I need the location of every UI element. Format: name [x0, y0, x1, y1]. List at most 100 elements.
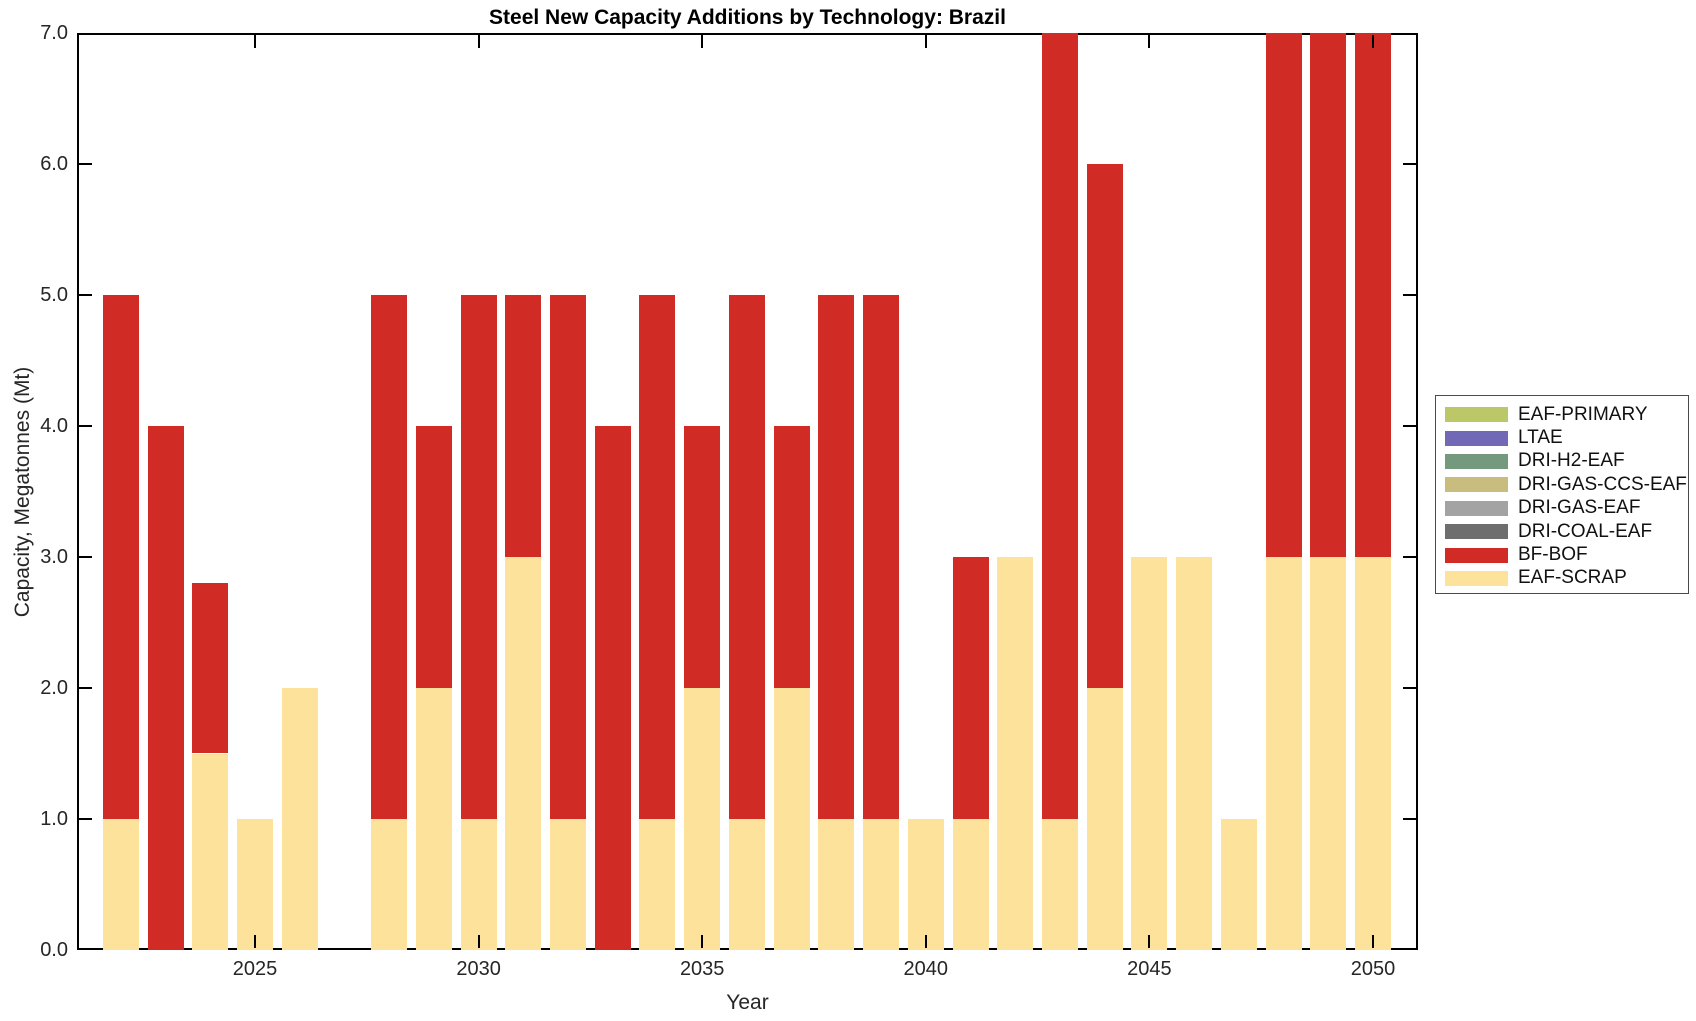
x-axis-label: Year — [726, 991, 769, 1014]
bar-segment-bf-bof-2023 — [147, 426, 184, 950]
y-tick-right — [1403, 163, 1416, 165]
legend-label: EAF-PRIMARY — [1518, 403, 1648, 425]
x-tick-top — [701, 35, 704, 48]
bar-segment-eaf-scrap-2038 — [818, 819, 855, 950]
y-tick-right — [1403, 687, 1416, 689]
bar-segment-eaf-scrap-2024 — [192, 753, 229, 950]
legend-swatch-eaf-scrap — [1445, 570, 1508, 586]
x-tick-bottom — [1148, 935, 1151, 948]
y-tick-left — [79, 818, 92, 820]
y-tick-label: 2.0 — [40, 677, 68, 699]
legend-swatch-dri-coal-eaf — [1445, 524, 1508, 540]
x-tick-label: 2045 — [1127, 958, 1172, 980]
bar-segment-eaf-scrap-2028 — [371, 819, 408, 950]
y-tick-right — [1403, 818, 1416, 820]
y-tick-label: 6.0 — [40, 153, 68, 175]
legend-label: DRI-GAS-EAF — [1518, 497, 1641, 519]
x-tick-top — [1148, 35, 1151, 48]
bar-segment-bf-bof-2024 — [192, 583, 229, 754]
y-tick-left — [79, 33, 92, 35]
y-tick-label: 7.0 — [40, 22, 68, 44]
bar-segment-eaf-scrap-2042 — [997, 557, 1034, 950]
x-tick-bottom — [1372, 935, 1374, 948]
x-tick-top — [477, 35, 480, 48]
bar-segment-eaf-scrap-2025 — [237, 819, 273, 950]
legend-label: BF-BOF — [1518, 544, 1588, 566]
legend-row-eaf-primary: EAF-PRIMARY — [1445, 403, 1688, 426]
legend-label: DRI-COAL-EAF — [1518, 520, 1653, 542]
bar-segment-bf-bof-2033 — [594, 426, 631, 950]
bar-segment-eaf-scrap-2049 — [1310, 557, 1347, 950]
bar-segment-eaf-scrap-2032 — [550, 819, 587, 950]
x-tick-top — [1372, 35, 1374, 48]
bar-segment-eaf-scrap-2044 — [1086, 688, 1123, 950]
y-tick-left — [79, 556, 92, 558]
y-tick-label: 4.0 — [40, 415, 68, 437]
bar-segment-eaf-scrap-2035 — [684, 688, 721, 950]
x-tick-bottom — [701, 935, 704, 948]
legend-row-bf-bof: BF-BOF — [1445, 543, 1688, 566]
bar-segment-eaf-scrap-2050 — [1355, 557, 1391, 950]
bar-segment-bf-bof-2030 — [460, 295, 497, 819]
plot-area — [77, 33, 1418, 950]
y-tick-left — [79, 948, 92, 950]
x-tick-label: 2040 — [903, 958, 949, 980]
legend-swatch-dri-gas-ccs-eaf — [1445, 477, 1508, 493]
x-tick-label: 2050 — [1350, 958, 1396, 980]
bar-segment-bf-bof-2050 — [1355, 33, 1391, 557]
bar-segment-eaf-scrap-2039 — [863, 819, 900, 950]
bar-segment-eaf-scrap-2040 — [907, 819, 944, 950]
bar-segment-bf-bof-2041 — [952, 557, 989, 819]
bar-segment-eaf-scrap-2043 — [1041, 819, 1078, 950]
legend-swatch-eaf-primary — [1445, 407, 1508, 423]
y-tick-label: 3.0 — [40, 546, 68, 568]
legend-label: EAF-SCRAP — [1518, 567, 1627, 589]
y-tick-label: 5.0 — [40, 284, 68, 306]
bar-segment-bf-bof-2031 — [505, 295, 542, 557]
x-tick-bottom — [924, 935, 927, 948]
bar-segment-bf-bof-2037 — [773, 426, 810, 688]
x-tick-label: 2035 — [679, 958, 725, 980]
y-tick-right — [1403, 556, 1416, 558]
bar-segment-eaf-scrap-2036 — [728, 819, 765, 950]
x-tick-top — [924, 35, 927, 48]
y-tick-right — [1403, 33, 1416, 35]
bar-segment-bf-bof-2035 — [684, 426, 721, 688]
bar-segment-eaf-scrap-2045 — [1131, 557, 1168, 950]
x-tick-label: 2030 — [456, 958, 501, 980]
x-tick-label: 2025 — [232, 958, 278, 980]
bar-segment-eaf-scrap-2037 — [773, 688, 810, 950]
bar-segment-bf-bof-2038 — [818, 295, 855, 819]
y-tick-left — [79, 294, 92, 296]
x-tick-top — [254, 35, 256, 48]
y-tick-left — [79, 687, 92, 689]
bar-segment-bf-bof-2043 — [1041, 33, 1078, 819]
bar-segment-eaf-scrap-2048 — [1265, 557, 1302, 950]
legend: EAF-PRIMARY LTAE DRI-H2-EAF DRI-GAS-CCS-EAF… — [1435, 395, 1689, 594]
bar-segment-eaf-scrap-2030 — [460, 819, 497, 950]
bar-segment-eaf-scrap-2022 — [102, 819, 139, 950]
bar-segment-bf-bof-2029 — [415, 426, 452, 688]
legend-row-ltae: LTAE — [1445, 426, 1688, 449]
bar-segment-bf-bof-2048 — [1265, 33, 1302, 557]
bar-segment-eaf-scrap-2031 — [505, 557, 542, 950]
bar-segment-eaf-scrap-2029 — [415, 688, 452, 950]
bar-segment-eaf-scrap-2026 — [281, 688, 318, 950]
y-axis-label: Capacity, Megatonnes (Mt) — [11, 366, 34, 618]
chart-title: Steel New Capacity Additions by Technolo… — [489, 6, 1006, 29]
bar-segment-eaf-scrap-2034 — [639, 819, 676, 950]
bar-segment-eaf-scrap-2046 — [1176, 557, 1213, 950]
bar-segment-bf-bof-2044 — [1086, 164, 1123, 688]
bar-segment-eaf-scrap-2041 — [952, 819, 989, 950]
bar-segment-bf-bof-2028 — [371, 295, 408, 819]
bar-segment-bf-bof-2034 — [639, 295, 676, 819]
x-tick-bottom — [477, 935, 480, 948]
y-tick-label: 1.0 — [40, 808, 68, 830]
x-tick-bottom — [254, 935, 256, 948]
y-tick-right — [1403, 294, 1416, 296]
legend-swatch-dri-h2-eaf — [1445, 453, 1508, 469]
y-tick-left — [79, 425, 92, 427]
y-tick-label: 0.0 — [40, 939, 68, 961]
legend-row-dri-coal-eaf: DRI-COAL-EAF — [1445, 520, 1688, 543]
